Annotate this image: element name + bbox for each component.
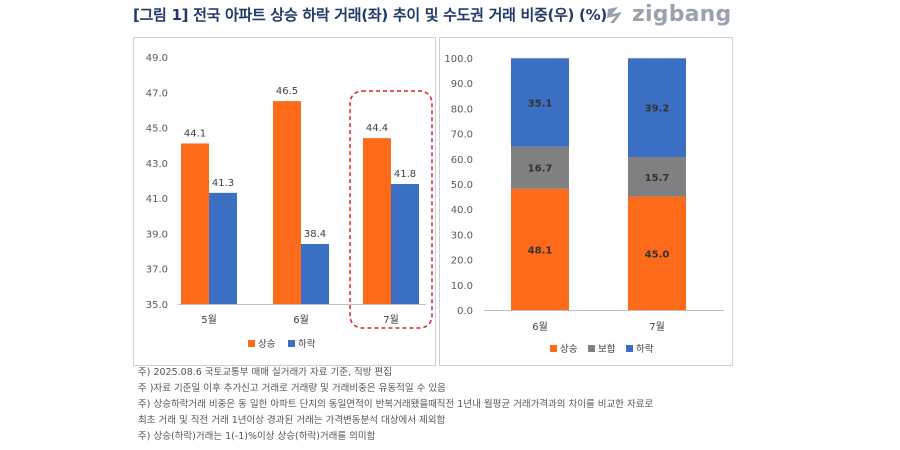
y-tick-label: 39.0 [146, 229, 168, 240]
legend-swatch [626, 345, 633, 352]
x-tick-label: 7월 [383, 314, 399, 326]
y-tick-label: 37.0 [146, 265, 168, 276]
page-title: [그림 1] 전국 아파트 상승 하락 거래(좌) 추이 및 수도권 거래 비중… [133, 6, 607, 24]
footnote: 주) 상승하락거래 비중은 동 일한 아파트 단지의 동일면적이 반복거래됐을때… [138, 399, 654, 410]
data-label: 15.7 [645, 173, 670, 184]
y-tick-label: 60.0 [451, 155, 473, 166]
footnote: 주 )자료 기준일 이후 추가신고 거래로 거래량 및 거래비중은 유동적일 수… [138, 383, 446, 394]
data-label: 45.0 [645, 249, 670, 260]
legend-swatch [550, 345, 557, 352]
left-chart-panel: 35.0 37.0 39.0 41.0 43.0 45.0 47.0 49.0 44.1 41.3… [133, 37, 436, 366]
y-tick-label: 35.0 [146, 300, 168, 311]
data-label: 38.4 [304, 229, 326, 240]
bar [363, 138, 391, 304]
bar [301, 244, 329, 304]
bar [273, 101, 301, 304]
data-label: 44.4 [366, 123, 388, 134]
bar-segment [628, 157, 686, 197]
brand-name: zigbang [632, 2, 732, 27]
zigbang-logo-icon [607, 6, 622, 23]
x-tick-label: 6월 [532, 321, 548, 333]
x-tick-label: 6월 [293, 314, 309, 326]
data-label: 16.7 [528, 164, 553, 175]
brand-logo: zigbang [604, 2, 732, 27]
y-tick-label: 43.0 [146, 159, 168, 170]
data-label: 41.3 [212, 178, 234, 189]
y-tick-label: 40.0 [451, 205, 473, 216]
y-tick-label: 80.0 [451, 104, 473, 115]
data-label: 35.1 [528, 98, 553, 109]
footnote: 최초 거래 및 직전 거래 1년이상 경과된 거래는 가격변동분석 대상에서 제… [138, 415, 446, 426]
legend-swatch [248, 340, 255, 347]
y-tick-label: 49.0 [146, 53, 168, 64]
data-label: 44.1 [184, 128, 206, 139]
x-tick-label: 7월 [649, 321, 665, 333]
highlight-box [349, 90, 433, 329]
footnote: 주) 2025.08.6 국토교통부 매매 실거래가 자료 기준, 직방 편집 [138, 367, 393, 378]
legend-label: 하락 [298, 338, 316, 350]
updown-trend-chart: 35.0 37.0 39.0 41.0 43.0 45.0 47.0 49.0 44.1 41.3… [146, 53, 433, 350]
bar-segment [628, 58, 686, 158]
legend-label: 보합 [598, 344, 616, 355]
legend-label: 상승 [560, 344, 578, 355]
data-label: 48.1 [528, 245, 553, 256]
y-tick-label: 30.0 [451, 230, 473, 241]
y-tick-label: 100.0 [444, 54, 473, 65]
data-label: 39.2 [645, 104, 670, 115]
y-tick-label: 41.0 [146, 194, 168, 205]
bar-segment [511, 188, 569, 310]
bar [391, 184, 419, 304]
footnote: 주) 상승(하락)거래는 1(-1)%이상 상승(하락)거래를 의미함 [138, 431, 376, 442]
bar [209, 192, 237, 304]
legend-label: 상승 [258, 339, 276, 350]
legend-label: 하락 [636, 343, 654, 355]
y-tick-label: 90.0 [451, 79, 473, 90]
capital-area-share-chart: 0.0 10.0 20.0 30.0 40.0 50.0 60.0 70.0 80.0 90.0 1… [444, 54, 724, 355]
bar [181, 143, 209, 304]
x-tick-label: 5월 [201, 314, 217, 326]
y-tick-label: 70.0 [451, 130, 473, 141]
y-tick-label: 10.0 [451, 281, 473, 292]
bar-segment [511, 58, 569, 147]
footnotes: 주) 2025.08.6 국토교통부 매매 실거래가 자료 기준, 직방 편집 … [138, 365, 653, 445]
bar-segment [511, 146, 569, 189]
legend-swatch [588, 345, 595, 352]
data-label: 41.8 [394, 169, 416, 180]
y-tick-label: 45.0 [146, 124, 168, 135]
y-tick-label: 0.0 [457, 306, 473, 317]
y-tick-label: 47.0 [146, 88, 168, 99]
bar-segment [628, 196, 686, 310]
data-label: 46.5 [276, 86, 298, 97]
y-tick-label: 20.0 [451, 256, 473, 267]
legend-swatch [288, 340, 295, 347]
right-chart-panel: 0.0 10.0 20.0 30.0 40.0 50.0 60.0 70.0 80.0 90.0 1… [439, 37, 733, 366]
y-tick-label: 50.0 [451, 180, 473, 191]
